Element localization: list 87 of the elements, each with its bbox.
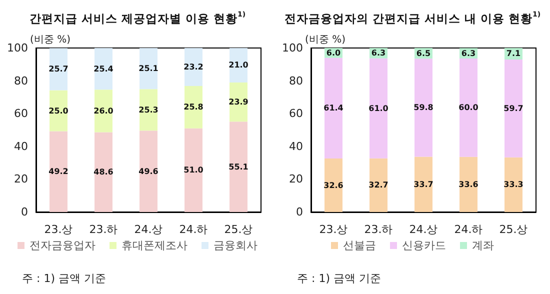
data-label: 49.2 xyxy=(48,167,68,176)
x-tick-label: 23.하 xyxy=(364,223,393,236)
data-label: 51.0 xyxy=(184,166,204,175)
y-tick-label: 0 xyxy=(296,206,303,218)
legend-label: 계좌 xyxy=(472,239,494,252)
bar xyxy=(94,132,112,212)
data-label: 6.5 xyxy=(416,48,432,58)
y-tick-label: 80 xyxy=(14,74,28,88)
bar xyxy=(414,156,432,212)
y-tick-label: 100 xyxy=(7,42,28,54)
bar xyxy=(184,128,202,212)
bar xyxy=(370,58,388,158)
data-label: 33.6 xyxy=(458,180,479,189)
legend-label: 금융회사 xyxy=(214,239,258,252)
data-label: 60.0 xyxy=(458,103,479,112)
y-axis-title: (비중 %) xyxy=(30,34,71,46)
x-tick-label: 24.상 xyxy=(134,223,163,236)
bar xyxy=(414,58,432,157)
bar xyxy=(230,82,248,122)
data-label: 25.4 xyxy=(94,64,114,74)
legend-label: 전자금융업자 xyxy=(30,239,96,252)
bar xyxy=(504,157,522,212)
y-tick-label: 100 xyxy=(282,42,303,54)
bar xyxy=(184,86,202,128)
data-label: 33.7 xyxy=(414,180,434,189)
y-tick-label: 80 xyxy=(289,74,303,88)
x-tick-label: 25.상 xyxy=(499,223,528,236)
bar xyxy=(50,48,68,90)
bar xyxy=(324,58,342,159)
x-tick-label: 25.상 xyxy=(224,223,253,236)
x-tick-label: 24.하 xyxy=(454,223,483,236)
bar xyxy=(504,59,522,158)
data-label: 6.0 xyxy=(326,48,342,58)
data-label: 55.1 xyxy=(228,162,249,172)
text: 주 : 1) 금액 기준 xyxy=(297,272,381,285)
data-label: 59.7 xyxy=(504,104,524,113)
data-label: 32.7 xyxy=(368,180,388,190)
bar xyxy=(184,48,202,86)
bar xyxy=(50,131,68,212)
bar xyxy=(230,122,248,212)
bar xyxy=(324,158,342,212)
data-label: 32.6 xyxy=(324,180,344,190)
data-label: 61.0 xyxy=(368,104,389,113)
data-label: 49.6 xyxy=(138,166,159,176)
data-label: 23.9 xyxy=(228,98,249,107)
y-tick-label: 0 xyxy=(21,206,28,218)
data-label: 25.1 xyxy=(138,64,159,74)
x-tick-label: 24.상 xyxy=(409,223,438,236)
data-label: 48.6 xyxy=(94,168,114,177)
bar xyxy=(140,130,158,212)
x-tick-label: 23.상 xyxy=(319,223,348,236)
data-label: 33.3 xyxy=(504,180,524,190)
bar xyxy=(230,48,248,82)
bar xyxy=(94,48,112,90)
legend-label: 신용카드 xyxy=(402,239,446,252)
data-label: 25.3 xyxy=(138,105,158,114)
bar xyxy=(370,158,388,212)
bar xyxy=(460,58,478,157)
x-tick-label: 24.하 xyxy=(179,223,208,236)
bar xyxy=(140,48,158,90)
bar xyxy=(140,89,158,131)
y-tick-label: 20 xyxy=(14,172,28,186)
data-label: 25.7 xyxy=(48,64,68,74)
legend-label: 휴대폰제조사 xyxy=(122,239,188,252)
bar xyxy=(460,156,478,212)
y-tick-label: 40 xyxy=(14,140,28,153)
legend-label: 선불금 xyxy=(343,239,376,252)
data-label: 7.1 xyxy=(506,49,522,58)
x-tick-label: 23.상 xyxy=(44,223,73,236)
y-tick-label: 40 xyxy=(289,140,303,153)
data-label: 26.0 xyxy=(94,106,114,116)
data-label: 25.0 xyxy=(48,106,69,116)
data-label: 61.4 xyxy=(324,104,344,113)
text: 주 : 1) 금액 기준 xyxy=(22,272,106,285)
data-label: 6.3 xyxy=(371,48,386,58)
data-label: 6.3 xyxy=(461,48,476,58)
y-tick-label: 60 xyxy=(289,107,303,120)
x-tick-label: 23.하 xyxy=(89,223,118,236)
y-tick-label: 20 xyxy=(289,172,303,186)
data-label: 23.2 xyxy=(184,62,204,72)
data-label: 25.8 xyxy=(184,102,204,112)
bar xyxy=(50,90,68,132)
bar xyxy=(94,90,112,132)
y-tick-label: 60 xyxy=(14,107,28,120)
data-label: 59.8 xyxy=(414,103,434,112)
y-axis-title: (비중 %) xyxy=(305,34,346,46)
data-label: 21.0 xyxy=(228,60,249,70)
